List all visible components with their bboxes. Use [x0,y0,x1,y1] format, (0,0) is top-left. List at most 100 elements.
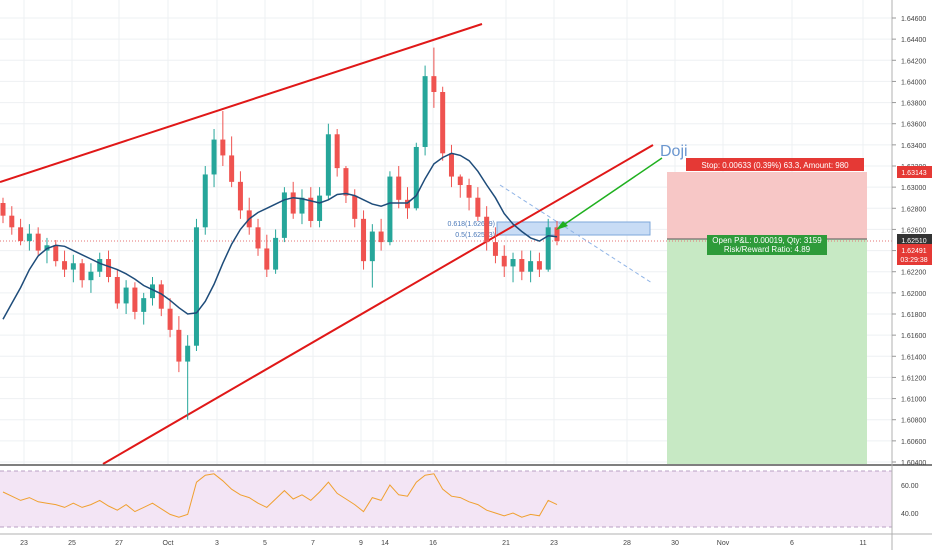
price-tick-label: 1.64200 [901,58,926,65]
countdown-label: 03:29:38 [900,257,927,264]
candle-body [510,259,516,267]
candle-body [352,195,358,219]
candle [431,47,437,108]
time-tick-label: 3 [215,540,219,547]
price-tick-label: 1.61400 [901,354,926,361]
time-tick-label: Oct [163,540,174,547]
candle [299,189,305,225]
candle [492,227,498,264]
price-tick-label: 1.60400 [901,460,926,467]
candle-body [325,134,331,196]
candle-body [123,287,129,304]
channel-upper-line[interactable] [0,23,483,183]
time-tick-label: 11 [859,540,866,547]
rsi-tick-label: 40.00 [901,511,919,518]
candle [220,111,226,166]
candle-body [413,146,419,209]
candle [185,335,191,420]
candle-body [281,192,287,238]
candle [387,171,393,246]
doji-arrow[interactable] [561,157,663,227]
candle-body [106,259,112,277]
fib-zone[interactable] [496,221,651,236]
time-tick-label: 9 [359,540,363,547]
candle [26,224,32,251]
time-tick-label: 28 [623,540,631,547]
candle [510,252,516,283]
candle [457,174,463,198]
pnl-label: Open P&L: 0.00019, Qty: 3159 [712,236,822,245]
last-price-marker [897,244,932,256]
candle-body [387,176,393,243]
price-tick-label: 1.62000 [901,291,926,298]
stop-price-label: 1.63143 [901,170,926,177]
current-price-label: 1.62510 [901,238,926,245]
candle [536,252,542,277]
candle-body [545,227,551,270]
candle-body [114,277,120,304]
rr-label: Risk/Reward Ratio: 4.89 [724,245,811,254]
candle-body [536,261,542,270]
rsi-axis[interactable]: 60.00 40.00 [901,483,919,518]
price-tick-label: 1.63000 [901,185,926,192]
candle-body [334,134,340,169]
candle-body [317,195,323,221]
last-price-label: 1.62491 [901,248,926,255]
price-tick-label: 1.61200 [901,375,926,382]
candle [317,187,323,228]
candle [18,218,24,246]
stop-zone[interactable] [667,172,867,239]
candle-body [70,263,76,270]
moving-average-line [2,152,558,320]
doji-arrowhead [556,221,568,230]
projection-line[interactable] [499,184,653,284]
candle-body [475,197,481,217]
price-tick-label: 1.62200 [901,270,926,277]
channel-lower-line[interactable] [102,144,654,465]
current-price-marker [897,234,932,246]
candle-body [422,76,428,147]
candle-body [18,227,24,242]
candle [167,298,173,338]
candle [149,277,155,306]
candle [440,86,446,161]
candle-body [264,248,270,270]
rsi-tick-label: 60.00 [901,483,919,490]
candle-body [167,308,173,330]
candle-body [0,203,6,216]
price-tick-label: 1.61600 [901,333,926,340]
rsi-line [2,473,558,518]
candle [132,282,138,320]
price-tick-label: 1.60600 [901,439,926,446]
candle [35,227,41,255]
candle [466,178,472,211]
candle-body [185,345,191,362]
fib-618-label: 0.618(1.62669) [448,221,495,228]
time-tick-label: 14 [381,540,389,547]
candle [334,129,340,177]
candle-body [492,242,498,256]
candle-body [466,185,472,198]
time-tick-label: 6 [790,540,794,547]
doji-label[interactable]: Doji [660,143,688,160]
candle-body [149,284,155,299]
stop-label: Stop: 0.00633 (0.39%) 63.3, Amount: 980 [701,161,849,170]
candle-body [431,76,437,92]
candle-body [343,168,349,196]
candle-body [132,287,138,312]
target-zone[interactable] [667,239,867,464]
price-tick-label: 1.61800 [901,312,926,319]
candle [325,123,331,200]
candle [158,280,164,317]
candle [501,245,507,277]
candle-body [396,176,402,200]
price-axis[interactable]: 1.64600 1.64400 1.64200 1.64000 1.63800 1.636… [892,16,926,467]
time-tick-label: 30 [671,540,679,547]
candle-body [299,197,305,214]
candle [378,218,384,251]
candle [361,210,367,270]
time-axis[interactable]: 23 25 27 Oct 3 5 7 9 14 16 21 23 28 30 Nov 6 11 [20,540,867,547]
candle-body [237,181,243,211]
